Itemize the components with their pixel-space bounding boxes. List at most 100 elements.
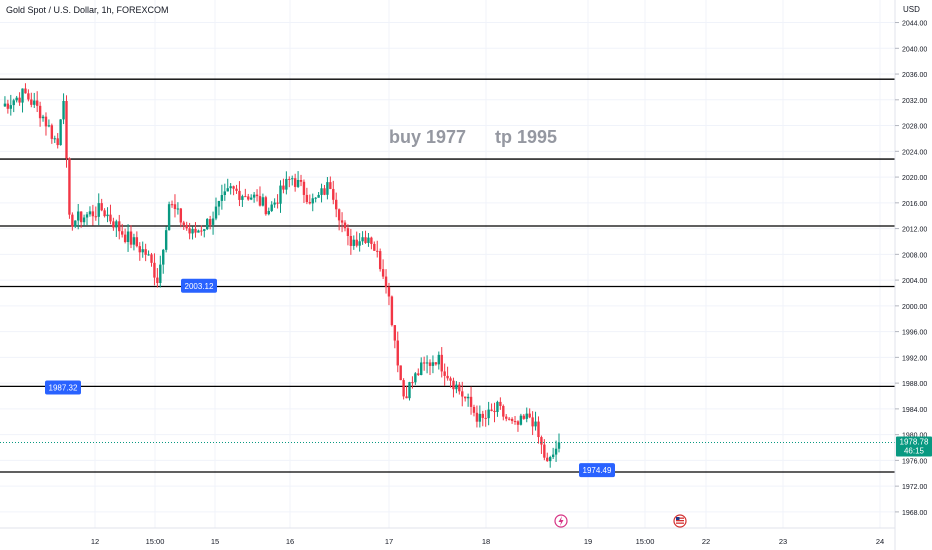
candle-body [170, 204, 174, 206]
x-tick-label: 15:00 [636, 537, 655, 546]
candle-body [320, 188, 323, 195]
candle-body [220, 194, 224, 201]
x-tick-label: 12 [91, 537, 99, 546]
x-tick-label: 16 [286, 537, 294, 546]
candle-body [332, 188, 335, 200]
candle-body [53, 138, 56, 140]
price-label-text: 2003.12 [185, 282, 214, 291]
price-label-text: 1974.49 [583, 466, 612, 475]
candle-body [9, 105, 12, 109]
candle-body [475, 412, 479, 422]
candle-body [159, 264, 162, 284]
candle-body [549, 457, 552, 462]
candle-body [469, 396, 473, 407]
y-tick-label: 1996.00 [902, 330, 927, 337]
candle-body [540, 437, 543, 445]
candle-body [349, 235, 353, 246]
price-label-badge [579, 463, 615, 478]
candle-body [241, 196, 244, 200]
candle-body [440, 354, 443, 372]
candle-body [463, 396, 467, 399]
candle-body [487, 409, 490, 419]
y-tick-label: 1972.00 [902, 484, 927, 491]
x-tick-label: 24 [876, 537, 884, 546]
candle-body [399, 365, 402, 381]
candle-body [414, 373, 417, 383]
y-tick-label: 2008.00 [902, 252, 927, 259]
candle-body [420, 362, 423, 376]
candle-body [557, 442, 561, 449]
candle-body [323, 188, 326, 195]
candle-body [211, 218, 215, 225]
price-axis[interactable]: 1968.00 1972.00 1976.00 1980.00 1984.00 1988.… [895, 21, 927, 517]
candle-body [30, 99, 33, 105]
candle-body [546, 457, 549, 462]
candle-body [279, 185, 282, 204]
candle-body [417, 373, 420, 376]
candle-body [126, 231, 130, 243]
y-tick-label: 2024.00 [902, 149, 927, 156]
candle-body [15, 97, 18, 101]
lightning-event-icon[interactable] [554, 514, 568, 528]
us-flag-event-icon[interactable] [673, 514, 687, 528]
candle-body [79, 211, 83, 223]
candle-body [302, 181, 306, 195]
last-price-box: 1978.78 46:15 [896, 436, 932, 457]
candle-body [24, 88, 27, 94]
chart-title: Gold Spot / U.S. Dollar, 1h, FOREXCOM [6, 5, 169, 15]
candle-body [446, 375, 449, 379]
time-axis[interactable]: 12 15:00 15 16 17 18 19 15:00 22 23 24 [91, 537, 884, 546]
candle-body [120, 231, 124, 235]
candle-body [384, 276, 388, 288]
y-tick-label: 2016.00 [902, 201, 927, 208]
candle-body [77, 211, 80, 221]
candle-body [305, 194, 309, 203]
candle-body [132, 237, 136, 245]
candle-body [376, 250, 379, 252]
candle-body [150, 254, 153, 263]
candle-body [326, 182, 329, 195]
candle-body [402, 380, 405, 397]
candle-body [208, 219, 212, 225]
candle-body [88, 211, 92, 215]
candle-body [358, 241, 361, 246]
y-tick-label: 1984.00 [902, 407, 927, 414]
candle-body [378, 251, 382, 270]
candle-body [147, 254, 150, 256]
candle-body [217, 200, 221, 207]
candle-body [200, 230, 203, 232]
candle-body [191, 228, 194, 234]
annotation-buy: buy 1977 [389, 127, 466, 147]
candle-body [203, 229, 206, 231]
candle-body [173, 204, 177, 210]
candle-body [537, 421, 540, 438]
last-price-value: 1978.78 [900, 437, 929, 446]
candle-body [329, 182, 332, 189]
candle-body [408, 382, 411, 399]
candle-body [513, 421, 517, 423]
y-tick-label: 2028.00 [902, 124, 927, 131]
x-tick-label: 23 [779, 537, 787, 546]
candle-body [206, 219, 209, 230]
candle-body [41, 116, 45, 119]
candle-body [390, 296, 394, 326]
y-tick-label: 2020.00 [902, 175, 927, 182]
candle-body [162, 249, 165, 265]
candle-body [282, 185, 285, 190]
candle-body [247, 196, 250, 200]
candle-body [531, 417, 534, 427]
candle-body [270, 204, 273, 211]
x-tick-label: 22 [702, 537, 710, 546]
candle-body [466, 396, 470, 399]
candle-body [153, 262, 156, 278]
candle-body [264, 197, 268, 215]
candle-body [461, 391, 464, 397]
candle-body [255, 194, 259, 197]
candle-body [109, 214, 112, 222]
candle-body [361, 237, 364, 242]
candle-body [229, 186, 232, 189]
candle-body [100, 203, 103, 211]
candle-body [194, 228, 197, 233]
candle-body [405, 396, 408, 399]
